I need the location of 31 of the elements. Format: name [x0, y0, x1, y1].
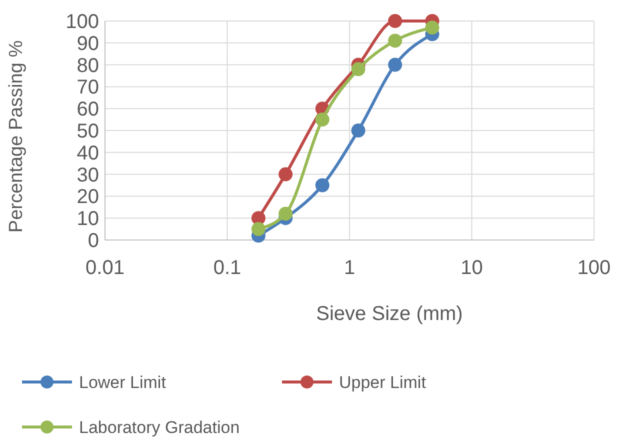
legend-label: Laboratory Gradation — [79, 418, 240, 437]
point — [278, 167, 293, 182]
point — [315, 112, 330, 127]
y-tick-label: 70 — [76, 76, 99, 99]
x-tick-label: 0.1 — [213, 257, 242, 279]
point — [425, 20, 440, 35]
x-tick-label: 10 — [460, 257, 483, 279]
x-axis-title: Sieve Size (mm) — [316, 303, 463, 325]
y-tick-label: 0 — [88, 230, 99, 252]
point — [388, 34, 402, 48]
y-axis-title: Percentage Passing % — [6, 40, 27, 233]
x-tick-label: 0.01 — [86, 257, 124, 279]
y-tick-label: 40 — [76, 142, 99, 164]
y-tick-label: 100 — [66, 11, 99, 33]
x-tick-label: 1 — [344, 257, 356, 279]
y-tick-label: 60 — [76, 98, 99, 121]
y-tick-label: 10 — [76, 208, 99, 230]
point — [388, 14, 402, 28]
point — [351, 62, 366, 76]
legend-label: Lower Limit — [79, 372, 166, 392]
point — [315, 178, 330, 192]
y-tick-label: 20 — [76, 186, 99, 208]
y-tick-label: 90 — [76, 32, 99, 55]
point — [278, 206, 293, 221]
point — [388, 58, 402, 72]
x-tick-label: 100 — [577, 257, 611, 279]
y-tick-label: 30 — [76, 164, 99, 186]
point — [351, 124, 366, 138]
legend-label: Upper Limit — [339, 372, 426, 392]
y-tick-label: 80 — [76, 54, 99, 77]
y-tick-label: 50 — [76, 120, 99, 142]
